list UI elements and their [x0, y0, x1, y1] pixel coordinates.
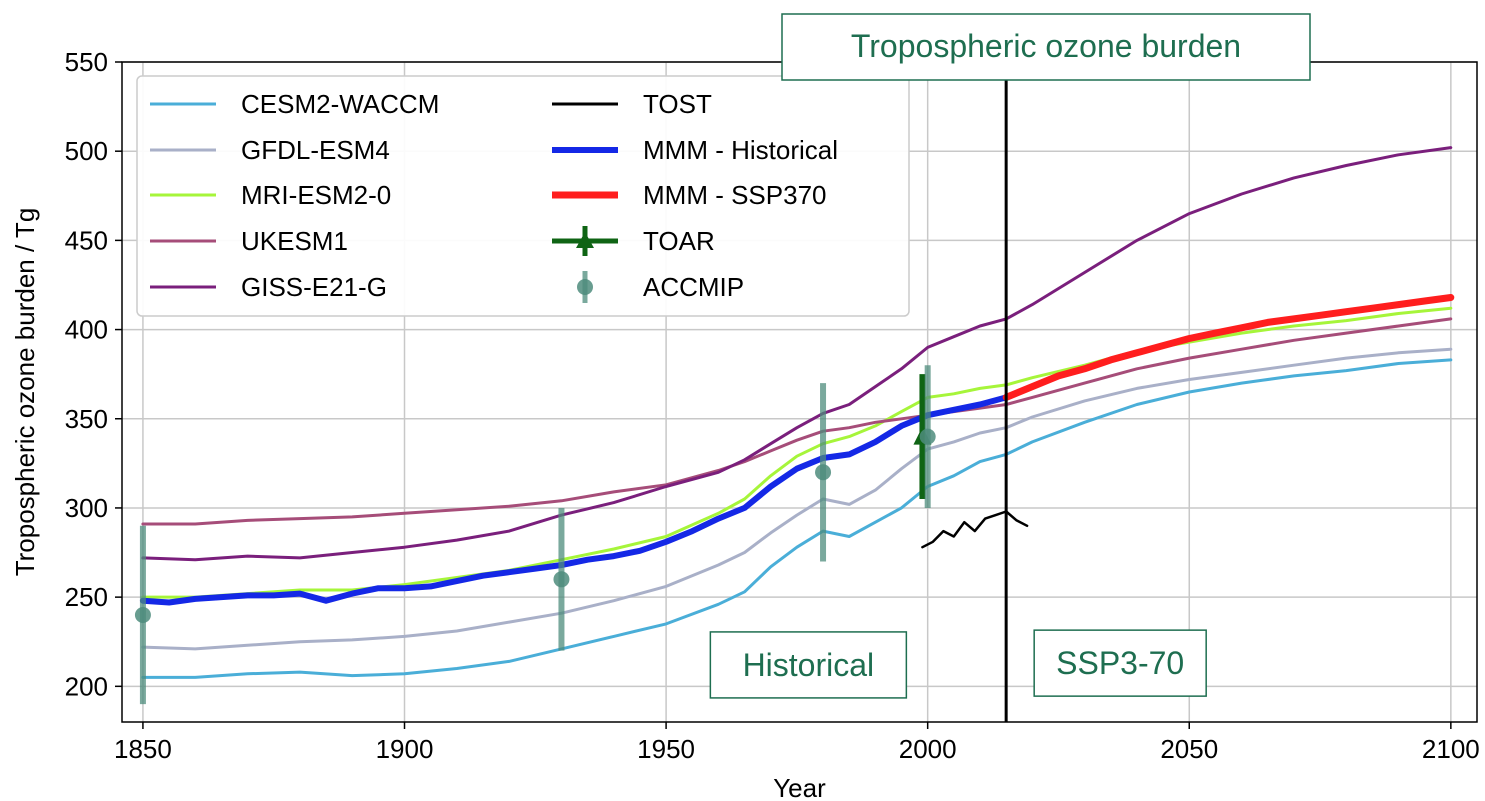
y-tick-label: 450 — [65, 225, 108, 255]
y-tick-label: 250 — [65, 582, 108, 612]
legend-item-giss-e21-g: GISS-E21-G — [150, 272, 387, 302]
x-tick-label: 1900 — [376, 734, 434, 764]
chart-title-box: Tropospheric ozone burden — [781, 13, 1311, 81]
x-tick-label: 2000 — [899, 734, 957, 764]
y-tick-label: 550 — [65, 47, 108, 77]
legend-label: CESM2-WACCM — [241, 89, 439, 119]
legend-label: GISS-E21-G — [241, 272, 387, 302]
legend-swatch-marker — [576, 232, 594, 248]
x-tick-label: 1950 — [637, 734, 695, 764]
legend-item-gfdl-esm4: GFDL-ESM4 — [150, 135, 390, 165]
legend-item-mri-esm2-0: MRI-ESM2-0 — [150, 180, 391, 210]
series-line-ukesm1 — [141, 317, 1453, 526]
annotation-ssp3-70: SSP3-70 — [1033, 629, 1207, 697]
axis-ticks: 1850 1900 1950 2000 2050 2100 200 250 300 350 400 4… — [65, 47, 1480, 764]
legend-label: MMM - Historical — [643, 135, 838, 165]
y-axis-title: Tropospheric ozone burden / Tg — [10, 208, 40, 577]
annotation-label: SSP3-70 — [1056, 645, 1184, 681]
chart-title: Tropospheric ozone burden — [851, 28, 1241, 64]
legend: CESM2-WACCM GFDL-ESM4 MRI-ESM2-0 UKESM1 GISS… — [136, 75, 910, 317]
accmip-marker — [134, 606, 151, 623]
series-line-mmm-ssp370 — [1002, 294, 1455, 401]
legend-frame — [136, 75, 910, 317]
legend-item-mmm-ssp370: MMM - SSP370 — [552, 180, 827, 210]
chart-title-frame — [781, 13, 1311, 81]
legend-item-toar: TOAR — [552, 226, 715, 256]
accmip-marker — [553, 571, 570, 588]
legend-label: MMM - SSP370 — [643, 180, 827, 210]
series-line-giss-e21-g — [141, 146, 1453, 562]
legend-label: TOAR — [643, 226, 715, 256]
legend-item-cesm2-waccm: CESM2-WACCM — [150, 89, 439, 119]
legend-label: GFDL-ESM4 — [241, 135, 390, 165]
legend-item-ukesm1: UKESM1 — [150, 226, 348, 256]
y-tick-label: 200 — [65, 671, 108, 701]
legend-item-tost: TOST — [552, 89, 712, 119]
error-bar-layer — [134, 365, 936, 705]
series-layer — [139, 146, 1455, 679]
legend-label: UKESM1 — [241, 226, 348, 256]
annotation-frame — [709, 631, 908, 699]
y-tick-label: 500 — [65, 136, 108, 166]
y-tick-label: 400 — [65, 315, 108, 345]
legend-swatch-marker — [577, 279, 593, 295]
accmip-marker — [815, 464, 832, 481]
accmip-marker — [919, 428, 936, 445]
y-tick-label: 300 — [65, 493, 108, 523]
y-tick-label: 350 — [65, 404, 108, 434]
series-line-tost — [921, 510, 1029, 549]
period-annotations: Historical SSP3-70 — [709, 629, 1207, 699]
series-line-gfdl-esm4 — [141, 347, 1453, 651]
series-line-cesm2-waccm — [141, 358, 1453, 679]
x-tick-label: 1850 — [114, 734, 172, 764]
legend-label: ACCMIP — [643, 272, 744, 302]
legend-label: TOST — [643, 89, 712, 119]
series-line-mmm-historical — [139, 394, 1010, 606]
legend-label: MRI-ESM2-0 — [241, 180, 391, 210]
annotation-historical: Historical — [709, 631, 908, 699]
annotation-label: Historical — [743, 647, 875, 683]
legend-item-accmip: ACCMIP — [577, 271, 744, 303]
x-tick-label: 2100 — [1422, 734, 1480, 764]
x-tick-label: 2050 — [1160, 734, 1218, 764]
annotation-frame — [1033, 629, 1207, 697]
x-axis-title: Year — [773, 773, 826, 801]
legend-item-mmm-historical: MMM - Historical — [552, 135, 838, 165]
